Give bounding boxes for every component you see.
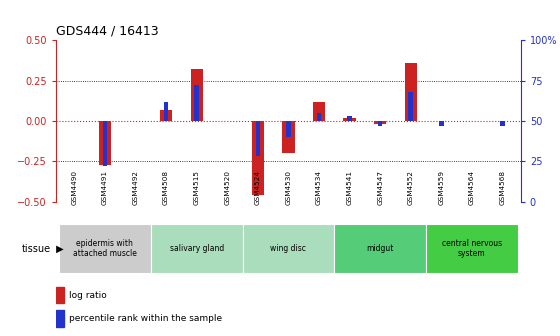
Bar — [190, 69, 203, 121]
Bar — [251, 121, 264, 195]
Text: GSM4559: GSM4559 — [438, 170, 444, 205]
Bar — [500, 121, 505, 126]
Bar — [404, 63, 417, 121]
Text: GSM4541: GSM4541 — [347, 170, 353, 205]
FancyBboxPatch shape — [426, 224, 518, 273]
FancyBboxPatch shape — [334, 224, 426, 273]
Text: GDS444 / 16413: GDS444 / 16413 — [56, 25, 158, 38]
Text: GSM4508: GSM4508 — [163, 170, 169, 205]
Bar — [164, 101, 169, 121]
Bar — [255, 121, 260, 157]
Bar — [378, 121, 382, 126]
Bar — [313, 101, 325, 121]
Bar — [374, 121, 386, 124]
Bar — [439, 121, 444, 126]
Text: GSM4524: GSM4524 — [255, 170, 261, 205]
Text: midgut: midgut — [366, 244, 394, 253]
Bar — [408, 92, 413, 121]
Text: GSM4564: GSM4564 — [469, 170, 475, 205]
Bar — [317, 113, 321, 121]
Text: central nervous
system: central nervous system — [442, 239, 502, 258]
Text: tissue: tissue — [21, 244, 50, 254]
Bar — [102, 121, 107, 166]
Text: log ratio: log ratio — [69, 291, 107, 300]
Bar — [282, 121, 295, 153]
Bar — [286, 121, 291, 137]
Bar — [347, 116, 352, 121]
FancyBboxPatch shape — [151, 224, 242, 273]
Bar — [56, 287, 64, 303]
Text: wing disc: wing disc — [270, 244, 306, 253]
Text: GSM4547: GSM4547 — [377, 170, 383, 205]
Text: GSM4534: GSM4534 — [316, 170, 322, 205]
Text: GSM4490: GSM4490 — [71, 170, 77, 205]
Bar — [99, 121, 111, 165]
Text: GSM4515: GSM4515 — [194, 170, 200, 205]
Text: percentile rank within the sample: percentile rank within the sample — [69, 314, 222, 324]
Text: GSM4552: GSM4552 — [408, 170, 414, 205]
Text: GSM4492: GSM4492 — [133, 170, 138, 205]
Text: GSM4568: GSM4568 — [500, 170, 506, 205]
Text: GSM4530: GSM4530 — [286, 170, 291, 205]
Text: salivary gland: salivary gland — [170, 244, 224, 253]
Text: GSM4520: GSM4520 — [224, 170, 230, 205]
Text: epidermis with
attached muscle: epidermis with attached muscle — [73, 239, 137, 258]
Bar — [56, 310, 64, 327]
Bar — [194, 85, 199, 121]
FancyBboxPatch shape — [59, 224, 151, 273]
Text: ▶: ▶ — [53, 244, 64, 254]
FancyBboxPatch shape — [242, 224, 334, 273]
Bar — [160, 110, 172, 121]
Bar — [343, 118, 356, 121]
Text: GSM4491: GSM4491 — [102, 170, 108, 205]
